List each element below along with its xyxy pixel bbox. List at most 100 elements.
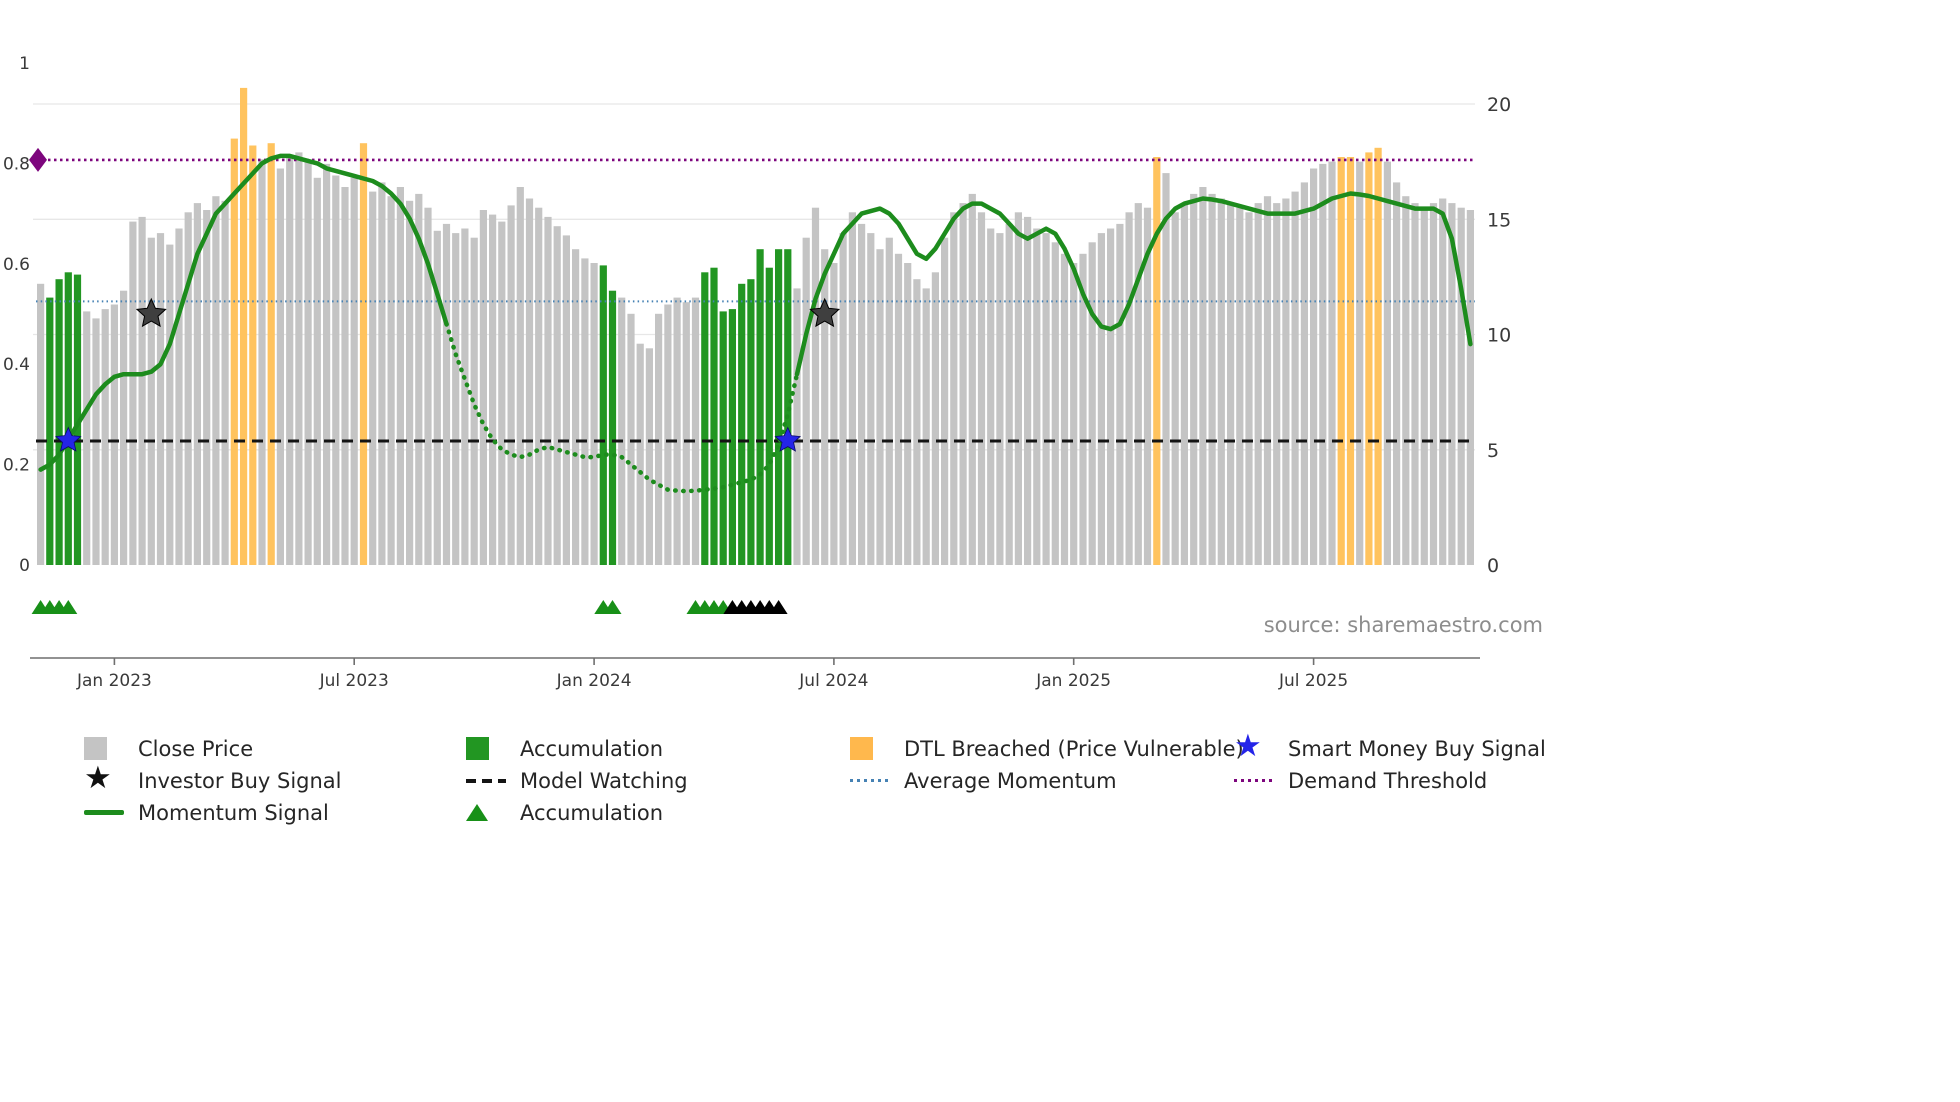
watch-triangle-icon [769, 600, 788, 614]
price-bar [590, 263, 598, 565]
price-bar [581, 258, 589, 565]
price-bar [1162, 173, 1170, 565]
price-bar [452, 233, 460, 565]
close-price-bars [37, 87, 1474, 566]
left-tick-label: 0.2 [3, 456, 30, 476]
price-bar [166, 244, 174, 565]
price-bar [313, 177, 321, 566]
price-bar [1042, 233, 1050, 565]
price-bar [1439, 198, 1447, 565]
price-bar [719, 311, 727, 565]
price-bar [765, 267, 773, 565]
legend-item-accumulation-bars: Accumulation [466, 737, 850, 761]
investor-buy-signal-swatch-icon: ★ [84, 760, 112, 796]
legend-label: Smart Money Buy Signal [1288, 736, 1546, 761]
price-bar [664, 304, 672, 565]
price-bar [793, 288, 801, 565]
price-bar [1300, 182, 1308, 565]
accumulation-triangle-icon [603, 600, 622, 614]
legend-column: DTL Breached (Price Vulnerable) Average M… [850, 737, 1244, 793]
legend-item-investor-buy-signal: ★ Investor Buy Signal [84, 760, 466, 796]
price-bar [1143, 207, 1152, 565]
smart-money-buy-star-icon [774, 426, 802, 452]
price-bar [1365, 152, 1373, 565]
price-bar [655, 313, 663, 565]
price-bar [341, 187, 349, 565]
price-bar [1199, 187, 1207, 565]
price-bar [156, 233, 165, 565]
price-bar [498, 221, 506, 565]
x-tick-label: Jan 2023 [76, 671, 152, 691]
left-tick-label: 0.8 [3, 154, 30, 174]
momentum-line [444, 321, 800, 494]
legend-item-average-momentum: Average Momentum [850, 769, 1234, 793]
price-bar [378, 182, 386, 565]
average-momentum-swatch-icon [850, 779, 890, 782]
price-bar [1383, 161, 1391, 565]
legend-swatch-wrap [466, 804, 512, 821]
price-bar [350, 177, 358, 566]
price-bar [1374, 147, 1382, 566]
price-bar [572, 249, 580, 565]
price-bar [276, 168, 284, 565]
price-bar [1014, 212, 1022, 566]
price-bar [535, 207, 543, 565]
legend-swatch-wrap [1234, 779, 1280, 782]
price-bar [876, 249, 884, 565]
price-bar [369, 191, 377, 565]
accumulation-bars-swatch-icon [466, 737, 489, 760]
price-bar [747, 279, 755, 565]
legend-item-demand-threshold: Demand Threshold [1234, 769, 1546, 793]
right-tick-label: 20 [1487, 94, 1511, 116]
price-bar [544, 216, 552, 565]
price-bar [636, 343, 644, 565]
price-bar [1051, 242, 1059, 566]
price-bar [885, 237, 893, 565]
legend-item-accumulation-markers: Accumulation [466, 801, 850, 825]
price-bar [608, 290, 617, 565]
legend-label: DTL Breached (Price Vulnerable) [904, 736, 1244, 761]
price-bar [950, 212, 958, 566]
price-bar [461, 228, 469, 565]
price-bar [101, 309, 109, 565]
price-bar [830, 263, 838, 565]
legend-swatch-wrap: ★ [1234, 731, 1280, 762]
price-bar [323, 163, 331, 565]
price-bar [1254, 203, 1262, 565]
price-bar [258, 159, 266, 566]
price-bar [1310, 168, 1318, 565]
price-bar [249, 145, 257, 565]
demand-threshold-swatch-icon [1234, 779, 1274, 782]
price-bar [1171, 212, 1179, 566]
price-bar [1273, 203, 1281, 565]
legend-item-dtl-breached: DTL Breached (Price Vulnerable) [850, 737, 1244, 761]
price-bar [1088, 242, 1096, 566]
legend-swatch-wrap [466, 778, 512, 783]
x-axis: Jan 2023 Jul 2023 Jan 2024 Jul 2024 Jan 2025… [30, 657, 1480, 691]
price-bar [212, 196, 220, 565]
price-bar [821, 249, 829, 565]
left-tick-label: 0.6 [3, 255, 30, 275]
price-bar [959, 203, 967, 565]
price-bar [627, 313, 635, 565]
price-bar [304, 161, 312, 565]
price-bar [839, 233, 847, 565]
price-bar [913, 279, 921, 565]
price-bar [1356, 161, 1364, 565]
left-tick-label: 1 [19, 54, 30, 74]
price-bar [968, 193, 976, 565]
right-axis: 0 5 10 15 20 [1487, 94, 1511, 577]
right-tick-label: 0 [1487, 555, 1499, 577]
price-bar [673, 297, 681, 565]
price-bar [37, 283, 45, 565]
price-bar [1291, 191, 1299, 565]
momentum-line [794, 191, 1473, 377]
price-bar [1107, 228, 1115, 565]
price-bar [406, 200, 414, 566]
legend-item-close-price: Close Price [84, 737, 466, 761]
price-bar [1448, 203, 1456, 565]
price-bar [46, 297, 54, 565]
price-bar [332, 175, 340, 565]
price-bar [977, 212, 986, 566]
legend-swatch-wrap [84, 737, 130, 760]
